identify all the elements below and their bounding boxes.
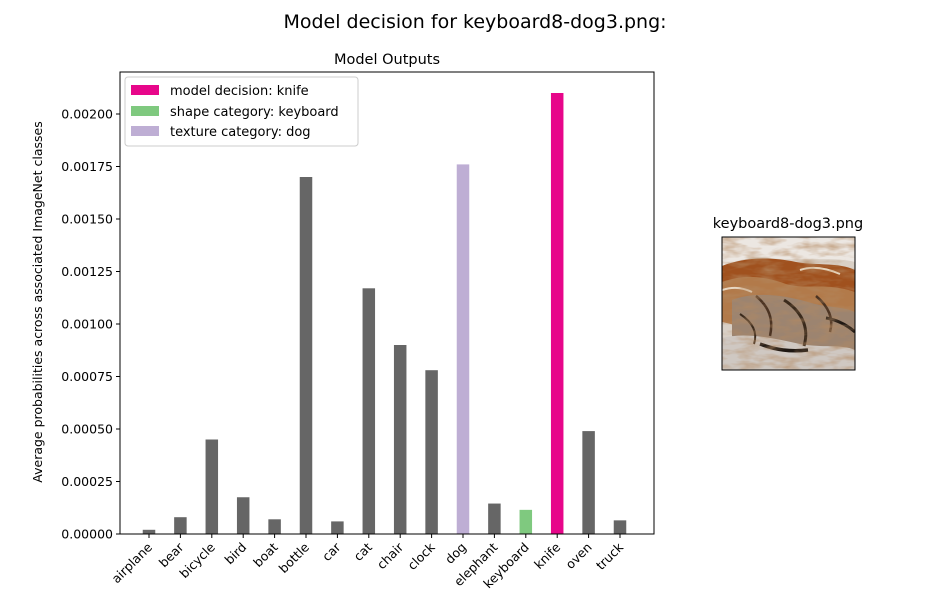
legend-label-shape: shape category: keyboard [170, 105, 339, 120]
figure-title: Model decision for keyboard8-dog3.png: [283, 11, 666, 33]
bar-airplane [142, 529, 156, 534]
legend: model decision: knife shape category: ke… [124, 76, 359, 147]
thumbnail-title: keyboard8-dog3.png [713, 216, 863, 232]
x-tick-label: oven [562, 540, 594, 572]
y-axis-label: Average probabilities across associated … [30, 121, 45, 482]
x-tick-label: bicycle [176, 539, 218, 581]
bar-boat [268, 519, 281, 534]
x-tick-label: truck [593, 539, 627, 573]
legend-swatch-texture [131, 126, 159, 136]
bar-dog [456, 164, 470, 534]
thumbnail-image [722, 237, 855, 370]
x-tick-label: knife [531, 539, 564, 572]
legend-box [124, 76, 359, 147]
y-tick-label: 0.00100 [61, 317, 113, 332]
legend-swatch-decision [131, 85, 159, 95]
y-tick-label: 0.00150 [61, 212, 113, 227]
bar-bottle [299, 177, 313, 534]
y-tick-label: 0.00000 [61, 527, 113, 542]
y-tick-label: 0.00200 [61, 107, 113, 122]
x-tick-label: dog [442, 540, 469, 567]
bar-oven [582, 431, 595, 534]
x-tick-label: car [319, 539, 344, 564]
y-tick-label: 0.00175 [61, 159, 113, 174]
bar-clock [425, 370, 438, 534]
y-axis-ticks: 0.00000 0.00025 0.00050 0.00075 0.00100 0.001… [61, 107, 120, 542]
bar-keyboard [519, 509, 533, 534]
bar-series [142, 93, 627, 534]
bar-chair [393, 345, 407, 534]
thumbnail-frame [721, 236, 856, 371]
bar-bird [236, 497, 250, 534]
plot-frame [119, 71, 655, 535]
x-tick-label: clock [404, 539, 438, 573]
legend-label-texture: texture category: dog [170, 125, 311, 140]
bar-elephant [488, 503, 501, 534]
bar-car [331, 521, 344, 534]
x-tick-label: bottle [276, 539, 313, 576]
x-tick-label: bird [222, 540, 250, 568]
legend-swatch-shape [131, 106, 159, 116]
bar-truck [613, 520, 627, 534]
x-tick-label: chair [374, 539, 407, 572]
x-tick-label: airplane [108, 539, 155, 586]
bar-bicycle [205, 439, 219, 534]
y-tick-label: 0.00125 [61, 264, 113, 279]
y-tick-label: 0.00050 [61, 422, 113, 437]
y-tick-label: 0.00075 [61, 369, 113, 384]
x-tick-label: cat [351, 539, 375, 563]
y-tick-label: 0.00025 [61, 474, 113, 489]
chart-title: Model Outputs [334, 52, 440, 68]
bar-knife [550, 93, 564, 534]
bar-cat [362, 288, 376, 534]
bar-bear [174, 517, 187, 534]
legend-label-decision: model decision: knife [170, 84, 309, 99]
